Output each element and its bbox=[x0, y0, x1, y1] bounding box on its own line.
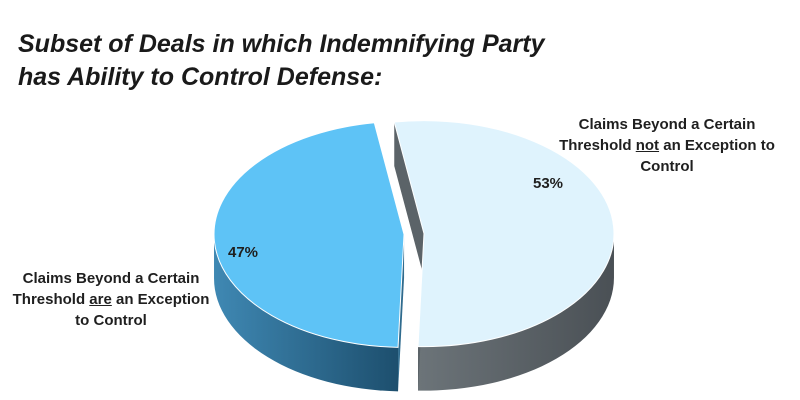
chart-title-line-1: Subset of Deals in which Indemnifying Pa… bbox=[18, 30, 545, 58]
slice-not-exception bbox=[393, 120, 615, 391]
chart-title-line-2: has Ability to Control Defense: bbox=[18, 63, 383, 91]
slice-label-left-pre: Claims Beyond a Certain Threshold bbox=[12, 270, 200, 308]
slice-label-right-emphasis: not bbox=[635, 137, 660, 154]
slice-label-left-emphasis: are bbox=[89, 291, 112, 308]
slice-label-left-post: an Exception to Control bbox=[75, 291, 210, 329]
slice-are-exception bbox=[213, 122, 405, 392]
slice-label-right: Claims Beyond a Certain Threshold not an… bbox=[552, 114, 782, 177]
chart-title: Subset of Deals in which Indemnifying Pa… bbox=[18, 28, 544, 94]
slice-label-right-post: an Exception to Control bbox=[640, 137, 775, 175]
slice-label-right-pre: Claims Beyond a Certain Threshold bbox=[559, 116, 756, 154]
slice-label-left: Claims Beyond a Certain Threshold are an… bbox=[6, 268, 216, 331]
pie-slices bbox=[213, 120, 615, 392]
slice-value-label-right: 53% bbox=[533, 175, 564, 192]
slice-value-label-left: 47% bbox=[228, 244, 259, 261]
